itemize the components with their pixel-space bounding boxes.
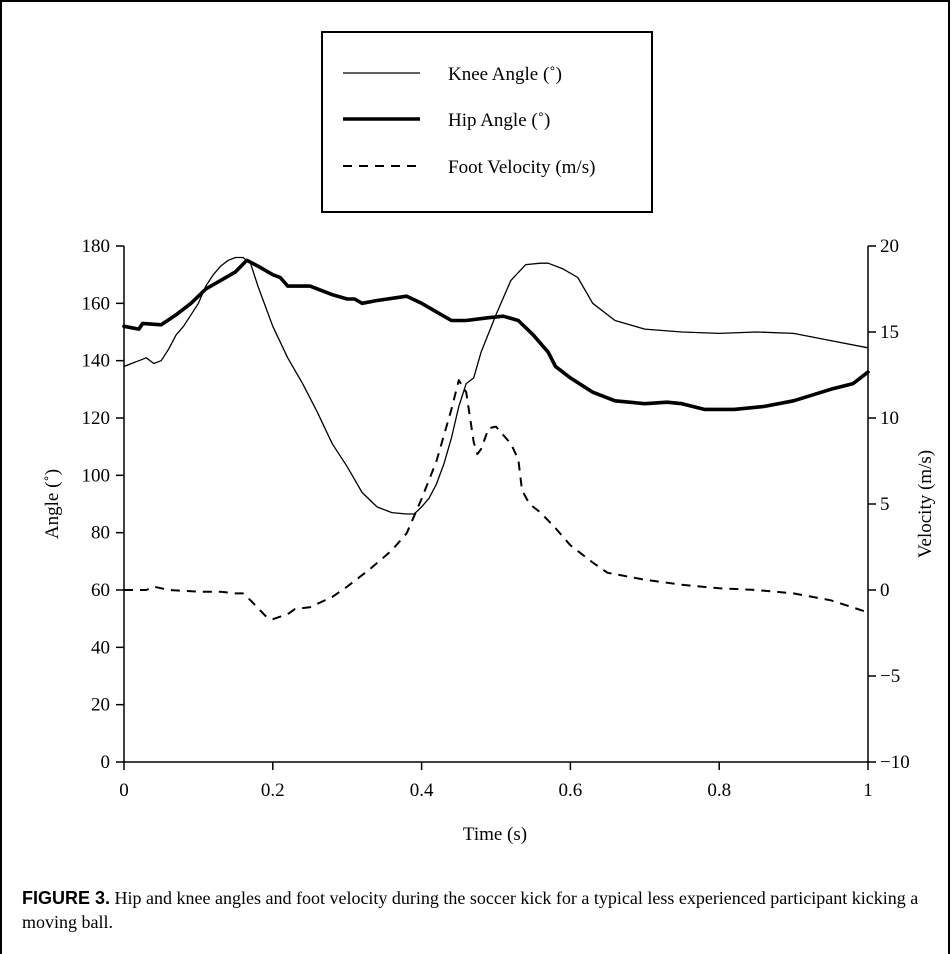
y-tick-label: 20 [91,695,110,716]
chart: Knee Angle (˚) Hip Angle (˚) Foot Veloci… [42,31,936,845]
y2-tick-label: −5 [880,666,900,687]
x-tick-label: 1 [863,780,873,801]
y-tick-label: 60 [91,580,110,601]
y2-tick-label: 20 [880,236,899,257]
x-axis-title: Time (s) [463,824,527,845]
y2-axis-title: Velocity (m/s) [915,450,936,558]
hip-angle-line [122,258,870,412]
y-tick-label: 100 [82,465,111,486]
legend: Knee Angle (˚) Hip Angle (˚) Foot Veloci… [321,31,653,213]
legend-label-foot: Foot Velocity (m/s) [448,157,595,178]
foot-velocity-line [124,379,869,621]
y-tick-label: 140 [82,351,111,372]
x-tick-label: 0.6 [559,780,583,801]
y-axis-title: Angle (˚) [42,469,63,539]
x-tick-label: 0.2 [261,780,285,801]
legend-box [321,31,653,213]
y-tick-label: 180 [82,236,111,257]
figure-caption: FIGURE 3. Hip and knee angles and foot v… [22,886,922,934]
caption-text: Hip and knee angles and foot velocity du… [22,888,919,932]
y-tick-label: 120 [82,408,111,429]
y-tick-label: 0 [101,752,111,773]
y-tick-label: 80 [91,523,110,544]
y-tick-label: 40 [91,637,110,658]
x-tick-label: 0 [119,780,129,801]
y2-tick-label: 15 [880,322,899,343]
x-tick-label: 0.8 [707,780,731,801]
y2-tick-label: 0 [880,580,890,601]
y2-tick-label: −10 [880,752,910,773]
caption-label: FIGURE 3. [22,888,111,908]
series-layer [122,256,870,621]
x-tick-label: 0.4 [410,780,434,801]
y-ticks-right: −10 −5 0 5 10 15 20 [868,236,910,773]
legend-label-knee: Knee Angle (˚) [448,64,562,85]
y-ticks-left: 0 20 40 60 80 100 120 140 160 180 [82,236,124,773]
y2-tick-label: 10 [880,408,899,429]
y-tick-label: 160 [82,293,111,314]
legend-label-hip: Hip Angle (˚) [448,110,550,131]
knee-angle-line [123,256,869,515]
y2-tick-label: 5 [880,494,890,515]
x-ticks: 0 0.2 0.4 0.6 0.8 1 [119,762,873,801]
